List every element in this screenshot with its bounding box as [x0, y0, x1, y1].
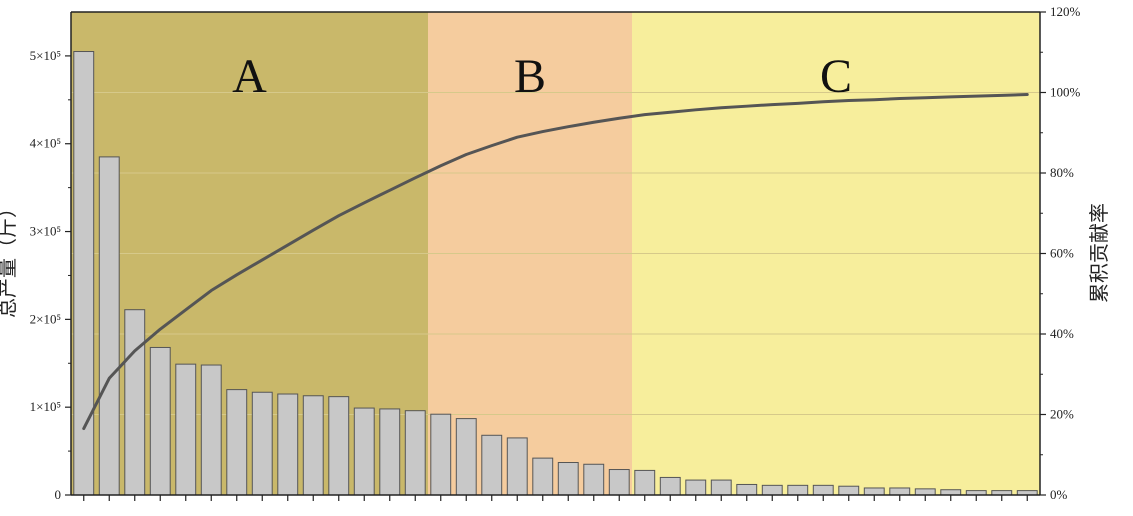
left-tick-label: 1×10⁵	[30, 399, 61, 414]
bar	[659, 476, 681, 496]
gridlines	[71, 92, 1040, 415]
left-axis: 0 1×10⁵ 2×10⁵ 3×10⁵ 4×10⁵ 5×10⁵	[30, 48, 71, 502]
cumulative-line-path	[82, 93, 1029, 431]
right-axis-title: 累积贡献率	[1087, 203, 1111, 303]
bar	[98, 156, 120, 496]
bar	[455, 418, 477, 496]
bar	[251, 391, 273, 496]
bar	[557, 462, 579, 496]
right-tick-label: 100%	[1050, 85, 1081, 100]
left-tick-label: 4×10⁵	[30, 136, 61, 151]
bar	[761, 484, 783, 496]
bar	[481, 434, 503, 496]
zone-labels: A B C	[232, 50, 852, 103]
bar	[634, 469, 656, 496]
bar	[506, 437, 528, 496]
bar	[430, 413, 452, 496]
bar	[302, 395, 324, 496]
bar	[175, 363, 197, 496]
right-tick-label: 0%	[1050, 487, 1068, 502]
bar	[736, 483, 758, 496]
bar	[914, 488, 936, 496]
left-axis-title: 总产量（斤）	[0, 198, 19, 318]
right-tick-label: 120%	[1050, 4, 1081, 19]
zone-label-b: B	[514, 50, 546, 103]
bar	[608, 469, 630, 496]
bar	[940, 489, 962, 496]
bar	[353, 407, 375, 496]
right-tick-label: 40%	[1050, 326, 1074, 341]
right-axis: 0% 20% 40% 60% 80% 100% 120%	[1040, 4, 1081, 502]
zone-label-c: C	[820, 50, 852, 103]
zone-label-a: A	[232, 50, 267, 103]
bar	[685, 479, 707, 496]
bar	[532, 457, 554, 496]
bar	[812, 484, 834, 496]
bar	[277, 393, 299, 496]
bar	[328, 396, 350, 496]
bar	[710, 479, 732, 496]
bar	[889, 487, 911, 496]
bar	[200, 364, 222, 496]
right-tick-label: 80%	[1050, 165, 1074, 180]
left-tick-label: 5×10⁵	[30, 48, 61, 63]
bar	[583, 463, 605, 496]
cumulative-line	[82, 93, 1029, 431]
right-tick-label: 60%	[1050, 246, 1074, 261]
left-tick-label: 2×10⁵	[30, 311, 61, 326]
bar	[149, 346, 171, 496]
left-tick-label: 0	[55, 487, 62, 502]
bar	[404, 410, 426, 496]
x-axis	[83, 495, 1028, 501]
bar	[124, 309, 146, 496]
bar	[379, 408, 401, 496]
right-tick-label: 20%	[1050, 407, 1074, 422]
bar	[863, 487, 885, 496]
bar	[226, 389, 248, 496]
bar	[838, 485, 860, 496]
bar	[787, 484, 809, 496]
left-tick-label: 3×10⁵	[30, 224, 61, 239]
